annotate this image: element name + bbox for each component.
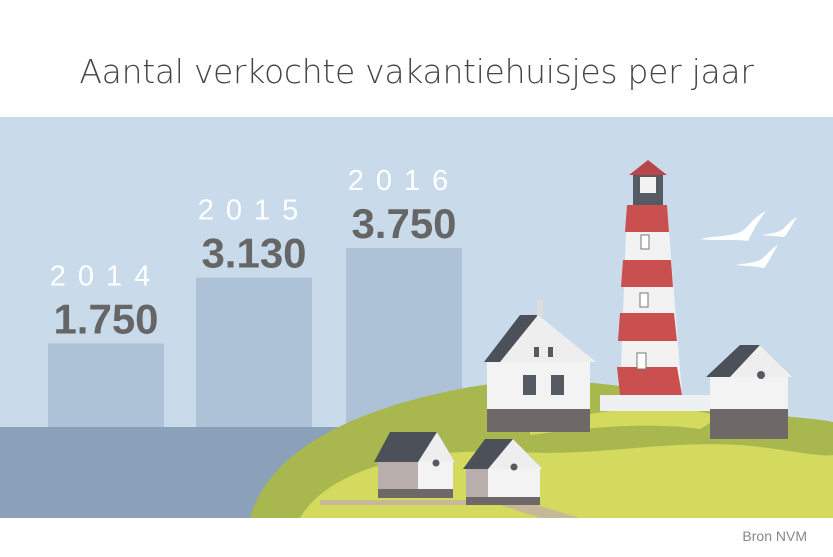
source-label: Bron NVM bbox=[742, 528, 807, 544]
bar-2014 bbox=[48, 343, 164, 427]
bird bbox=[700, 211, 766, 241]
year-label: 2015 bbox=[198, 195, 311, 227]
bar-2015 bbox=[196, 277, 312, 427]
value-label: 1.750 bbox=[53, 295, 158, 342]
value-label: 3.130 bbox=[201, 230, 306, 277]
value-label: 3.750 bbox=[351, 200, 456, 247]
year-label: 2014 bbox=[50, 260, 163, 292]
bird bbox=[735, 245, 778, 268]
lighthouse-illustration bbox=[250, 160, 833, 518]
lighthouse-tower bbox=[620, 205, 682, 395]
year-label: 2016 bbox=[348, 165, 461, 197]
bird bbox=[762, 217, 797, 237]
chart-title: Aantal verkochte vakantiehuisjes per jaa… bbox=[79, 52, 754, 91]
